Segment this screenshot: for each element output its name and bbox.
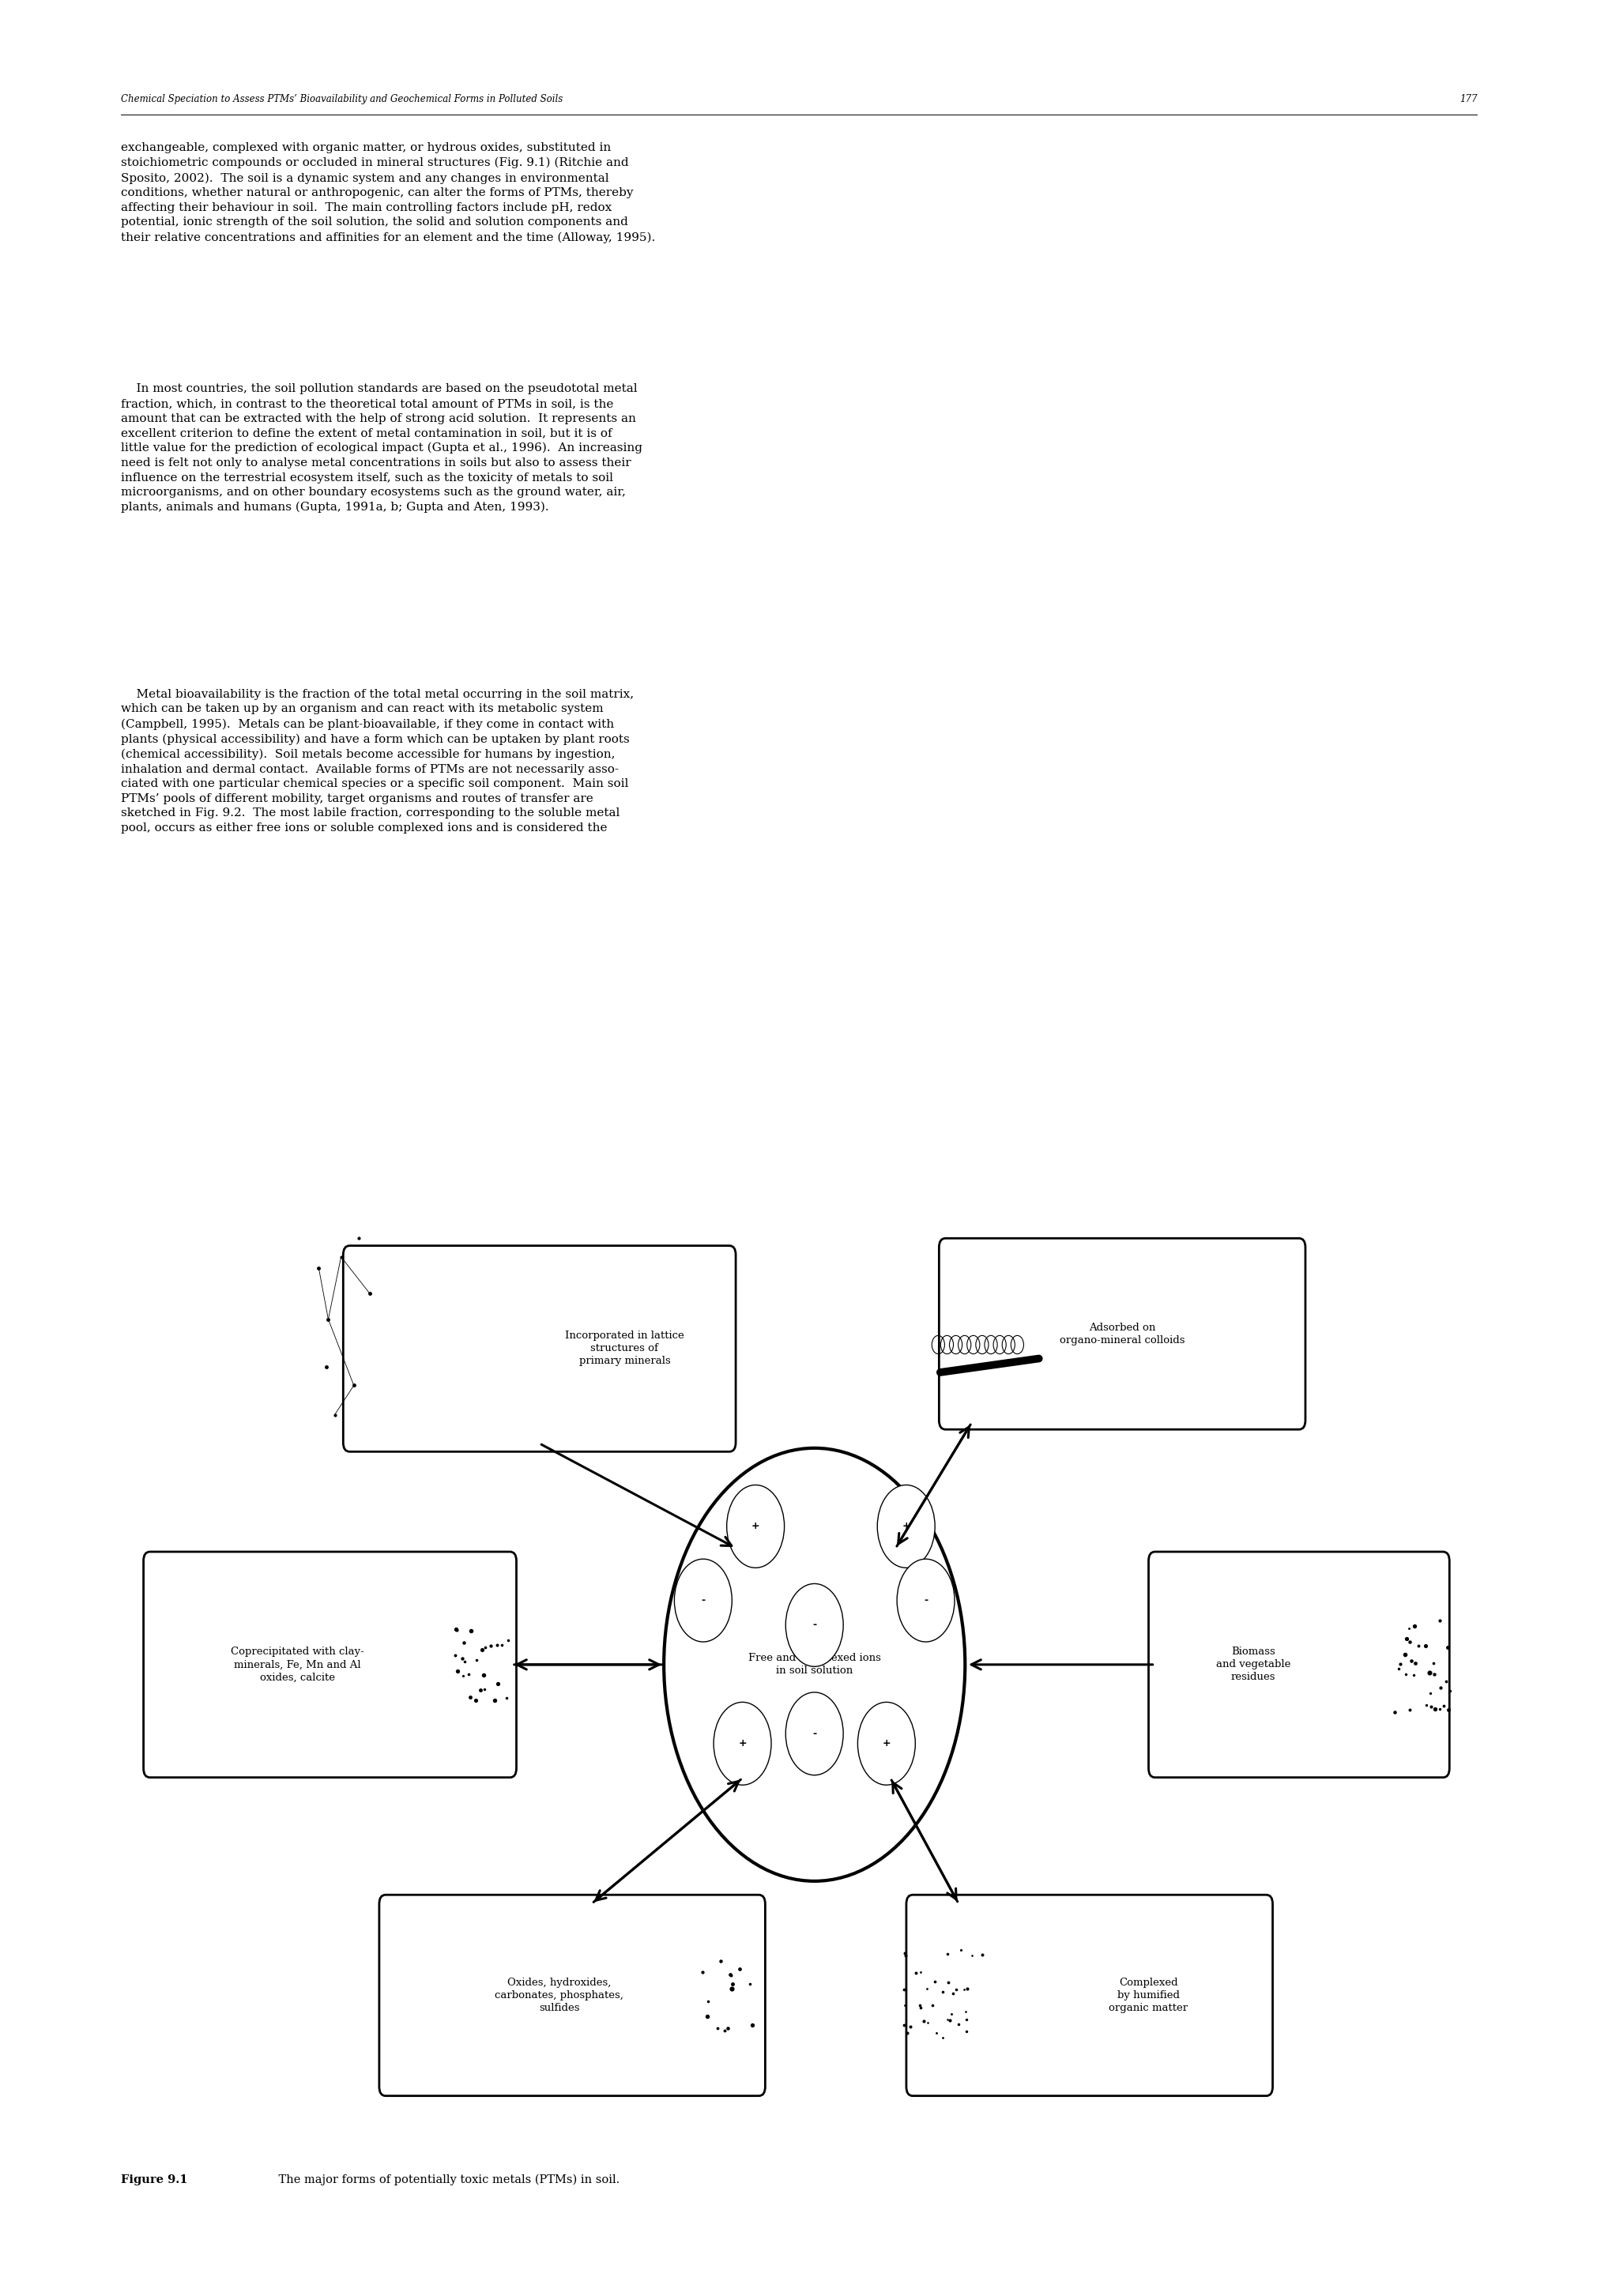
Text: Chemical Speciation to Assess PTMs’ Bioavailability and Geochemical Forms in Pol: Chemical Speciation to Assess PTMs’ Bioa… bbox=[121, 94, 562, 106]
Text: Complexed
by humified
organic matter: Complexed by humified organic matter bbox=[1108, 1977, 1188, 2014]
Text: -: - bbox=[923, 1596, 928, 1605]
Circle shape bbox=[858, 1701, 915, 1784]
Circle shape bbox=[898, 1559, 955, 1642]
Text: Figure 9.1: Figure 9.1 bbox=[121, 2174, 187, 2186]
Text: Adsorbed on
organo-mineral colloids: Adsorbed on organo-mineral colloids bbox=[1059, 1322, 1185, 1345]
Text: -: - bbox=[813, 1729, 816, 1738]
Circle shape bbox=[786, 1584, 843, 1667]
Text: -: - bbox=[813, 1621, 816, 1630]
Text: Metal bioavailability is the fraction of the total metal occurring in the soil m: Metal bioavailability is the fraction of… bbox=[121, 689, 634, 833]
FancyBboxPatch shape bbox=[939, 1238, 1305, 1430]
Text: Oxides, hydroxides,
carbonates, phosphates,
sulfides: Oxides, hydroxides, carbonates, phosphat… bbox=[495, 1977, 623, 2014]
Circle shape bbox=[727, 1486, 784, 1568]
FancyBboxPatch shape bbox=[343, 1247, 736, 1451]
Text: Incorporated in lattice
structures of
primary minerals: Incorporated in lattice structures of pr… bbox=[565, 1332, 684, 1366]
FancyBboxPatch shape bbox=[378, 1894, 765, 2096]
Text: exchangeable, complexed with organic matter, or hydrous oxides, substituted in
s: exchangeable, complexed with organic mat… bbox=[121, 142, 655, 243]
Text: The major forms of potentially toxic metals (PTMs) in soil.: The major forms of potentially toxic met… bbox=[264, 2174, 620, 2186]
Circle shape bbox=[877, 1486, 934, 1568]
Text: Coprecipitated with clay-
minerals, Fe, Mn and Al
oxides, calcite: Coprecipitated with clay- minerals, Fe, … bbox=[230, 1646, 364, 1683]
FancyBboxPatch shape bbox=[907, 1894, 1273, 2096]
Text: -: - bbox=[701, 1596, 706, 1605]
Circle shape bbox=[674, 1559, 731, 1642]
FancyBboxPatch shape bbox=[144, 1552, 516, 1777]
Circle shape bbox=[786, 1692, 843, 1775]
Text: Biomass
and vegetable
residues: Biomass and vegetable residues bbox=[1215, 1646, 1290, 1683]
Text: In most countries, the soil pollution standards are based on the pseudototal met: In most countries, the soil pollution st… bbox=[121, 383, 642, 512]
Circle shape bbox=[714, 1701, 771, 1784]
FancyBboxPatch shape bbox=[1148, 1552, 1450, 1777]
Text: +: + bbox=[751, 1522, 760, 1531]
Text: Free and complexed ions
in soil solution: Free and complexed ions in soil solution bbox=[747, 1653, 882, 1676]
Text: +: + bbox=[902, 1522, 910, 1531]
Text: +: + bbox=[882, 1738, 891, 1750]
Text: +: + bbox=[738, 1738, 747, 1750]
Text: 177: 177 bbox=[1460, 94, 1477, 106]
